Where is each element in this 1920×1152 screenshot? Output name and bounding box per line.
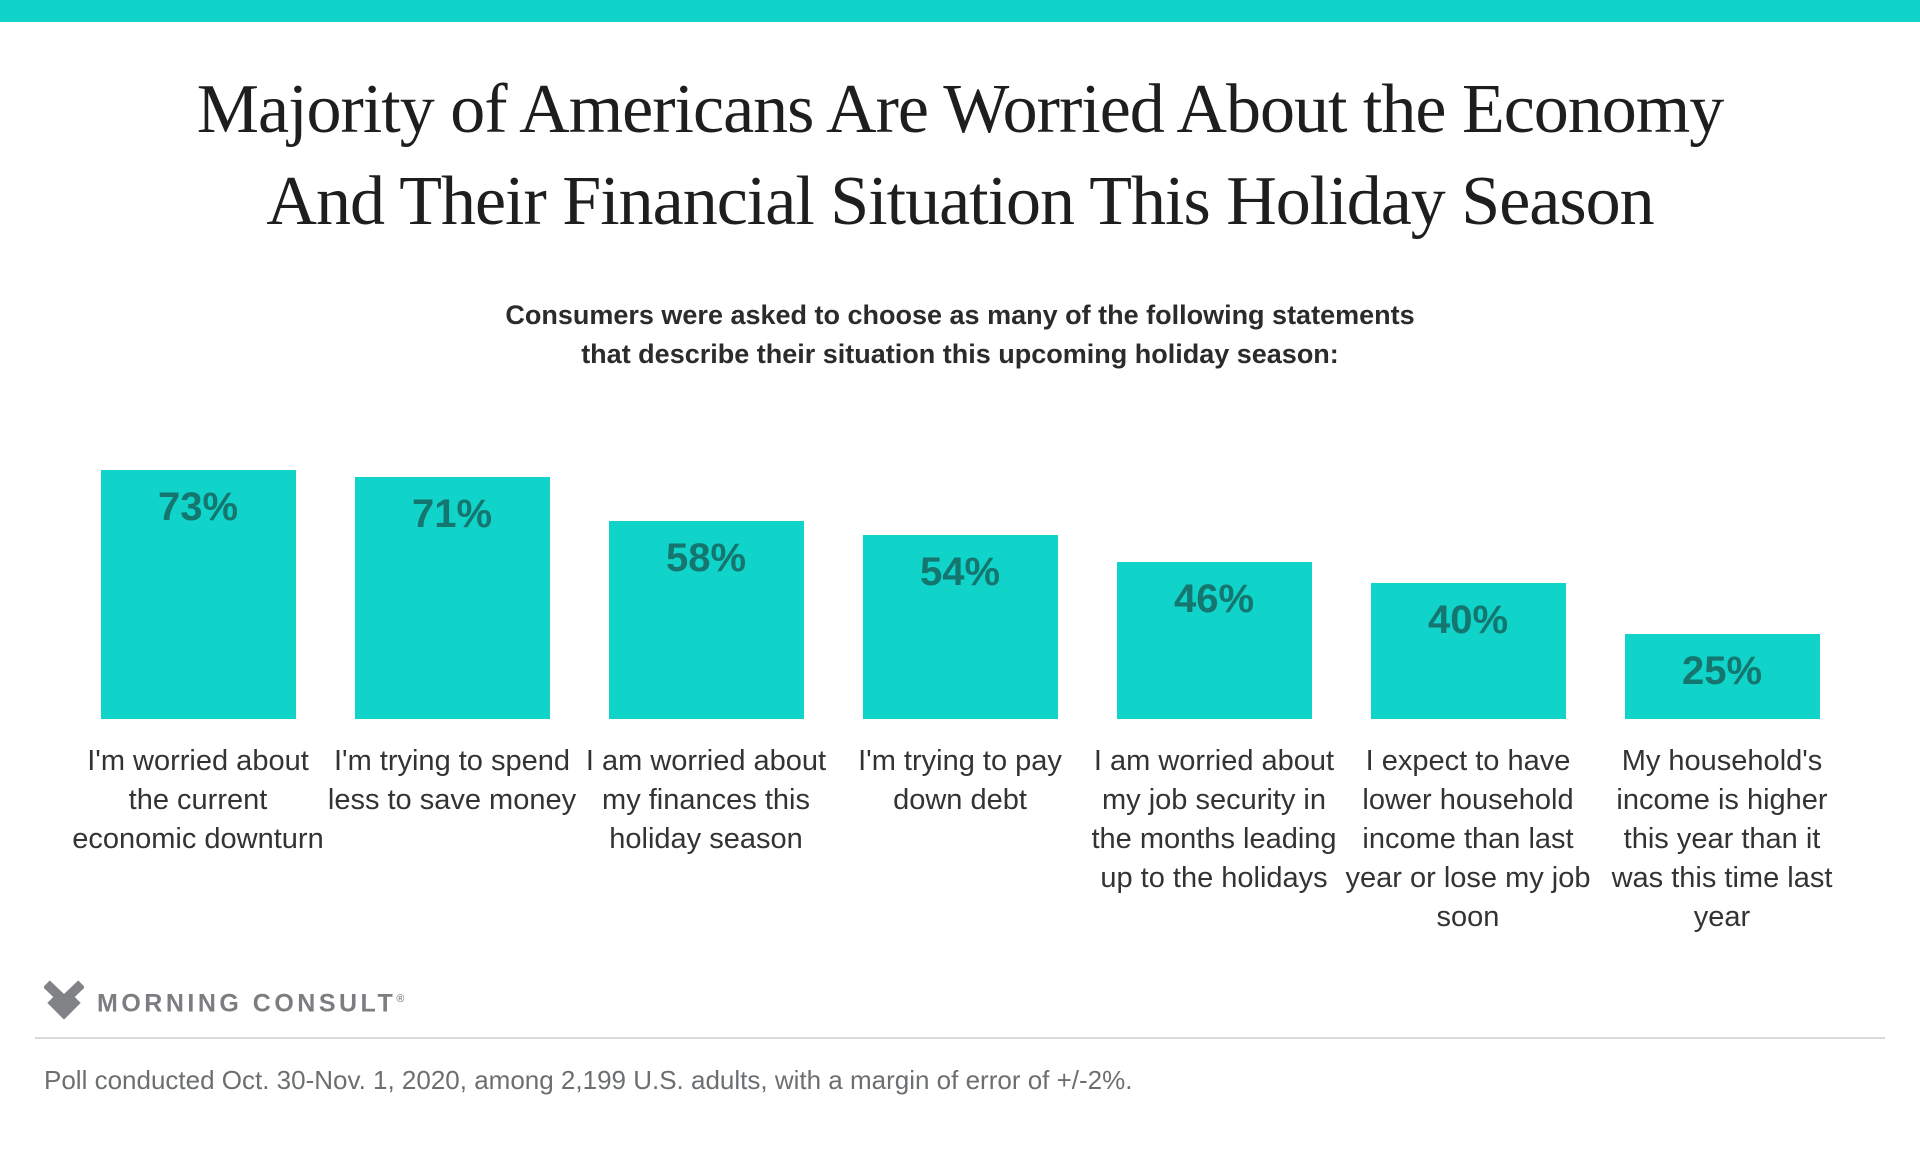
- bar-category-label: I am worried about my job security in th…: [1091, 745, 1337, 894]
- chart-subtitle-line1: Consumers were asked to choose as many o…: [505, 300, 1415, 330]
- m-chevron-icon: [44, 979, 84, 1019]
- bar-value-label: 54%: [919, 550, 1001, 594]
- brand-wordmark-text: MORNING CONSULT: [97, 989, 397, 1018]
- bar: 46%: [1116, 562, 1312, 719]
- brand-wordmark: MORNING CONSULT®: [97, 979, 404, 1023]
- bar-column: 46% I am worried about my job security i…: [1087, 470, 1341, 937]
- accent-top-strip: [0, 0, 1920, 22]
- bar: 73%: [100, 470, 296, 719]
- chart-subtitle: Consumers were asked to choose as many o…: [0, 296, 1920, 374]
- bar-category-label: I'm worried about the current economic d…: [72, 745, 324, 855]
- bar-track: 46%: [1087, 470, 1341, 719]
- bar-column: 73% I'm worried about the current econom…: [71, 470, 325, 937]
- bar-chart: 73% I'm worried about the current econom…: [0, 470, 1920, 937]
- chart-subtitle-line2: that describe their situation this upcom…: [581, 339, 1339, 369]
- registered-mark: ®: [396, 993, 405, 1005]
- bar: 25%: [1624, 634, 1820, 719]
- morning-consult-logo: MORNING CONSULT®: [44, 979, 1920, 1023]
- bar-column: 40% I expect to have lower household inc…: [1341, 470, 1595, 937]
- bar-track: 25%: [1595, 470, 1849, 719]
- bar-value-label: 58%: [665, 536, 747, 580]
- bar-value-label: 46%: [1173, 577, 1255, 621]
- bar-value-label: 73%: [157, 485, 239, 529]
- bar-column: 58% I am worried about my finances this …: [579, 470, 833, 937]
- page-title-line2: And Their Financial Situation This Holid…: [266, 163, 1654, 240]
- bar-column: 54% I'm trying to pay down debt: [833, 470, 1087, 937]
- bar-category-label: I am worried about my finances this holi…: [585, 745, 827, 855]
- bar-track: 54%: [833, 470, 1087, 719]
- bar-category-label: I'm trying to pay down debt: [858, 745, 1062, 816]
- bar: 54%: [862, 535, 1058, 719]
- bar-value-label: 71%: [411, 492, 493, 536]
- bar-track: 71%: [325, 470, 579, 719]
- page-title-line1: Majority of Americans Are Worried About …: [196, 71, 1724, 148]
- bar-value-label: 25%: [1681, 649, 1763, 693]
- bar-track: 58%: [579, 470, 833, 719]
- bar-category-label: I expect to have lower household income …: [1345, 745, 1591, 933]
- poll-note: Poll conducted Oct. 30-Nov. 1, 2020, amo…: [44, 1065, 1133, 1095]
- bar-column: 25% My household's income is higher this…: [1595, 470, 1849, 937]
- bar-category-label: I'm trying to spend less to save money: [327, 745, 577, 816]
- bar-column: 71% I'm trying to spend less to save mon…: [325, 470, 579, 937]
- page-title: Majority of Americans Are Worried About …: [0, 64, 1920, 248]
- bar-category-label: My household's income is higher this yea…: [1611, 745, 1833, 933]
- bar: 71%: [354, 477, 550, 719]
- footer-divider: [35, 1037, 1885, 1039]
- bar: 40%: [1370, 583, 1566, 719]
- bar-track: 40%: [1341, 470, 1595, 719]
- bar-track: 73%: [71, 470, 325, 719]
- bar-value-label: 40%: [1427, 598, 1509, 642]
- bar: 58%: [608, 521, 804, 719]
